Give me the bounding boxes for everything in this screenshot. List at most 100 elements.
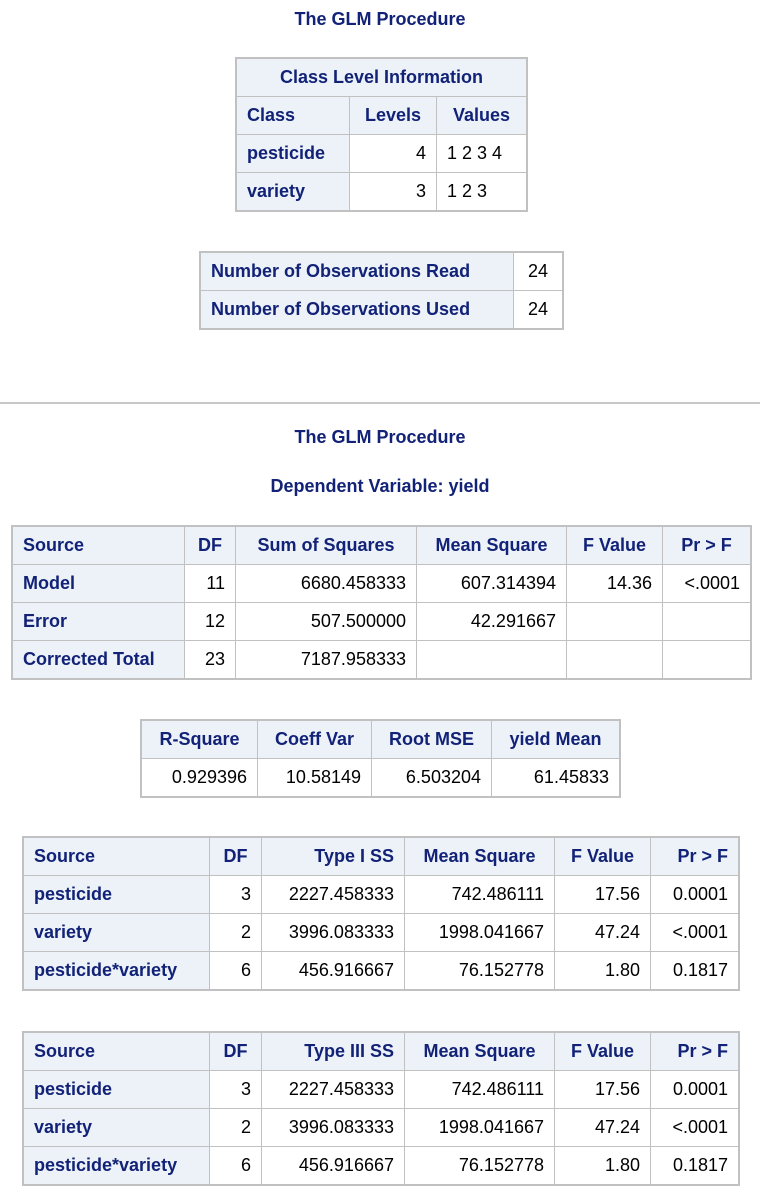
df-cell: 6 xyxy=(209,951,262,990)
procedure-title: The GLM Procedure xyxy=(294,9,466,29)
col-header-values: Values xyxy=(436,96,527,135)
pvalue-cell xyxy=(662,640,751,679)
col-header-source: Source xyxy=(23,837,210,876)
row-header-source: variety xyxy=(23,913,210,952)
ms-cell: 76.152778 xyxy=(404,951,555,990)
table-row: 0.929396 10.58149 6.503204 61.45833 xyxy=(141,758,620,797)
row-header-class: pesticide xyxy=(236,134,350,173)
table-row: pesticide 4 1 2 3 4 xyxy=(236,134,527,173)
pvalue-cell: <.0001 xyxy=(650,1108,739,1147)
observations-value: 24 xyxy=(513,290,563,329)
ms-cell: 1998.041667 xyxy=(404,913,555,952)
table-row: pesticide*variety 6 456.916667 76.152778… xyxy=(23,1146,739,1185)
table-row: Corrected Total 23 7187.958333 xyxy=(12,640,751,679)
ms-cell: 742.486111 xyxy=(404,1070,555,1109)
df-cell: 11 xyxy=(184,564,236,603)
mean-cell: 61.45833 xyxy=(491,758,620,797)
table-row: Number of Observations Read 24 xyxy=(200,252,563,291)
ms-cell xyxy=(416,640,567,679)
table-row: variety 2 3996.083333 1998.041667 47.24 … xyxy=(23,1108,739,1147)
ss-cell: 7187.958333 xyxy=(235,640,417,679)
df-cell: 23 xyxy=(184,640,236,679)
ss-cell: 456.916667 xyxy=(261,951,405,990)
col-header-fvalue: F Value xyxy=(554,1032,651,1071)
col-header-fvalue: F Value xyxy=(554,837,651,876)
row-header-source: pesticide*variety xyxy=(23,951,210,990)
class-level-table: Class Level Information Class Levels Val… xyxy=(235,57,528,212)
table-row: Error 12 507.500000 42.291667 xyxy=(12,602,751,641)
procedure-title: The GLM Procedure xyxy=(294,427,466,447)
observations-value: 24 xyxy=(513,252,563,291)
levels-cell: 3 xyxy=(349,172,437,211)
col-header-ss: Sum of Squares xyxy=(235,526,417,565)
type1-ss-table: Source DF Type I SS Mean Square F Value … xyxy=(22,836,740,991)
ms-cell: 42.291667 xyxy=(416,602,567,641)
pvalue-cell: 0.0001 xyxy=(650,1070,739,1109)
class-level-caption: Class Level Information xyxy=(236,58,527,97)
fvalue-cell: 14.36 xyxy=(566,564,663,603)
ss-cell: 456.916667 xyxy=(261,1146,405,1185)
col-header-ss: Type I SS xyxy=(261,837,405,876)
fvalue-cell xyxy=(566,602,663,641)
table-row: Number of Observations Used 24 xyxy=(200,290,563,329)
pvalue-cell xyxy=(662,602,751,641)
pvalue-cell: 0.1817 xyxy=(650,1146,739,1185)
col-header-coeffvar: Coeff Var xyxy=(257,720,372,759)
df-cell: 6 xyxy=(209,1146,262,1185)
page-divider xyxy=(0,402,760,404)
ms-cell: 607.314394 xyxy=(416,564,567,603)
anova-table: Source DF Sum of Squares Mean Square F V… xyxy=(11,525,752,680)
table-row: Model 11 6680.458333 607.314394 14.36 <.… xyxy=(12,564,751,603)
ms-cell: 1998.041667 xyxy=(404,1108,555,1147)
col-header-pvalue: Pr > F xyxy=(650,1032,739,1071)
values-cell: 1 2 3 xyxy=(436,172,527,211)
col-header-levels: Levels xyxy=(349,96,437,135)
col-header-ss: Type III SS xyxy=(261,1032,405,1071)
table-row: pesticide 3 2227.458333 742.486111 17.56… xyxy=(23,1070,739,1109)
df-cell: 2 xyxy=(209,1108,262,1147)
ss-cell: 3996.083333 xyxy=(261,1108,405,1147)
pvalue-cell: <.0001 xyxy=(662,564,751,603)
col-header-source: Source xyxy=(12,526,185,565)
row-header-source: pesticide xyxy=(23,875,210,914)
col-header-fvalue: F Value xyxy=(566,526,663,565)
col-header-rsquare: R-Square xyxy=(141,720,258,759)
row-header-source: pesticide xyxy=(23,1070,210,1109)
observations-table: Number of Observations Read 24 Number of… xyxy=(199,251,564,330)
df-cell: 3 xyxy=(209,1070,262,1109)
row-header-source: pesticide*variety xyxy=(23,1146,210,1185)
ss-cell: 507.500000 xyxy=(235,602,417,641)
df-cell: 12 xyxy=(184,602,236,641)
fit-statistics-table: R-Square Coeff Var Root MSE yield Mean 0… xyxy=(140,719,621,798)
col-header-rootmse: Root MSE xyxy=(371,720,492,759)
rootmse-cell: 6.503204 xyxy=(371,758,492,797)
col-header-source: Source xyxy=(23,1032,210,1071)
ss-cell: 3996.083333 xyxy=(261,913,405,952)
table-row: pesticide*variety 6 456.916667 76.152778… xyxy=(23,951,739,990)
ms-cell: 742.486111 xyxy=(404,875,555,914)
col-header-ms: Mean Square xyxy=(416,526,567,565)
fvalue-cell: 1.80 xyxy=(554,951,651,990)
col-header-pvalue: Pr > F xyxy=(650,837,739,876)
ss-cell: 2227.458333 xyxy=(261,875,405,914)
row-header-source: Corrected Total xyxy=(12,640,185,679)
rsquare-cell: 0.929396 xyxy=(141,758,258,797)
table-row: variety 3 1 2 3 xyxy=(236,172,527,211)
pvalue-cell: <.0001 xyxy=(650,913,739,952)
fvalue-cell: 47.24 xyxy=(554,1108,651,1147)
row-header-source: Model xyxy=(12,564,185,603)
df-cell: 3 xyxy=(209,875,262,914)
ss-cell: 6680.458333 xyxy=(235,564,417,603)
pvalue-cell: 0.0001 xyxy=(650,875,739,914)
fvalue-cell: 1.80 xyxy=(554,1146,651,1185)
df-cell: 2 xyxy=(209,913,262,952)
col-header-ms: Mean Square xyxy=(404,1032,555,1071)
type3-ss-table: Source DF Type III SS Mean Square F Valu… xyxy=(22,1031,740,1186)
fvalue-cell xyxy=(566,640,663,679)
col-header-pvalue: Pr > F xyxy=(662,526,751,565)
row-header-class: variety xyxy=(236,172,350,211)
coeffvar-cell: 10.58149 xyxy=(257,758,372,797)
values-cell: 1 2 3 4 xyxy=(436,134,527,173)
ss-cell: 2227.458333 xyxy=(261,1070,405,1109)
ms-cell: 76.152778 xyxy=(404,1146,555,1185)
